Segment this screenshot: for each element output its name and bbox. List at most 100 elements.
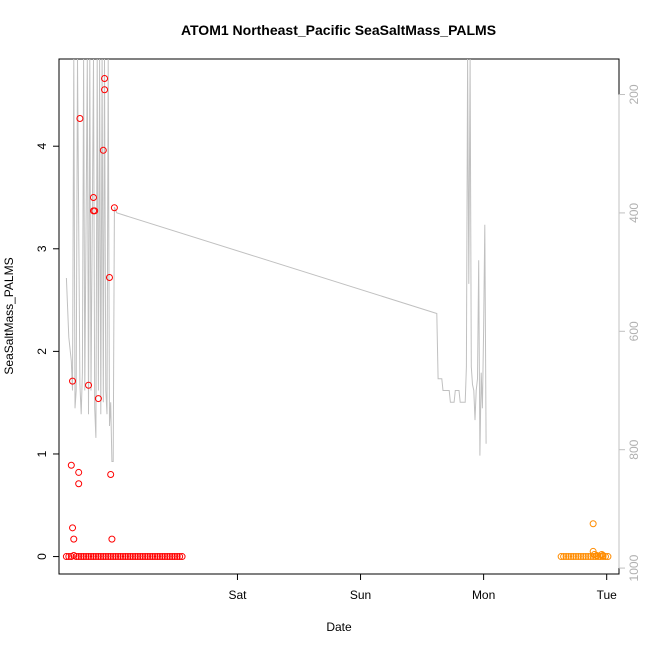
data-point xyxy=(75,553,83,561)
data-point xyxy=(92,553,100,561)
data-point xyxy=(158,553,166,561)
data-point xyxy=(101,74,109,82)
data-point xyxy=(104,553,112,561)
data-point xyxy=(584,553,592,561)
data-point xyxy=(557,553,565,561)
data-point xyxy=(166,553,174,561)
data-point xyxy=(109,553,117,561)
right-tick-label: 400 xyxy=(627,203,641,223)
data-point xyxy=(85,381,93,389)
data-point xyxy=(141,553,149,561)
data-point xyxy=(171,553,179,561)
x-tick-label: Sat xyxy=(228,588,247,602)
y-tick-label: 0 xyxy=(35,553,49,560)
data-point xyxy=(108,535,116,543)
data-point xyxy=(168,553,176,561)
data-point xyxy=(574,553,582,561)
data-point xyxy=(112,553,120,561)
data-point xyxy=(117,553,125,561)
data-point xyxy=(565,553,573,561)
data-point xyxy=(577,553,585,561)
data-point xyxy=(75,468,83,476)
data-point xyxy=(85,553,93,561)
data-point xyxy=(582,553,590,561)
points xyxy=(62,74,612,561)
data-point xyxy=(176,553,184,561)
data-point xyxy=(562,553,570,561)
data-point xyxy=(89,553,97,561)
data-point xyxy=(131,553,139,561)
x-tick-label: Sun xyxy=(350,588,371,602)
data-point xyxy=(579,553,587,561)
data-point xyxy=(65,553,73,561)
data-point xyxy=(102,553,110,561)
data-point xyxy=(136,553,144,561)
data-point xyxy=(589,520,597,528)
chart-title: ATOM1 Northeast_Pacific SeaSaltMass_PALM… xyxy=(181,22,496,38)
data-point xyxy=(94,395,102,403)
data-point xyxy=(129,553,137,561)
data-point xyxy=(114,553,122,561)
data-point xyxy=(124,553,132,561)
data-point xyxy=(89,193,97,201)
data-point xyxy=(70,535,78,543)
data-point xyxy=(560,553,568,561)
data-point xyxy=(604,553,612,561)
right-tick-label: 600 xyxy=(627,321,641,341)
data-point xyxy=(72,553,80,561)
data-point xyxy=(149,553,157,561)
data-point xyxy=(97,553,105,561)
data-point xyxy=(69,377,77,385)
data-point xyxy=(589,547,597,555)
data-point xyxy=(146,553,154,561)
right-tick-label: 200 xyxy=(627,84,641,104)
x-axis: Sat Sun Mon Tue xyxy=(228,573,617,602)
data-point xyxy=(82,553,90,561)
data-point xyxy=(94,553,102,561)
right-tick-label: 800 xyxy=(627,439,641,459)
data-point xyxy=(163,553,171,561)
data-point xyxy=(121,553,129,561)
right-tick-label: 1000 xyxy=(627,554,641,581)
data-point xyxy=(151,553,159,561)
data-point xyxy=(99,146,107,154)
data-point xyxy=(598,551,606,559)
data-point xyxy=(101,86,109,94)
right-axis: 200 400 600 800 1000 xyxy=(618,84,641,581)
data-point xyxy=(126,553,134,561)
plot-frame xyxy=(58,58,620,575)
y-tick-label: 4 xyxy=(35,143,49,150)
y-axis-label: SeaSaltMass_PALMS xyxy=(2,257,16,374)
y-tick-label: 3 xyxy=(35,245,49,252)
data-point xyxy=(99,553,107,561)
data-point xyxy=(178,553,186,561)
data-point xyxy=(156,553,164,561)
data-point xyxy=(572,553,580,561)
data-point xyxy=(75,480,83,488)
data-point xyxy=(105,274,113,282)
y-tick-label: 1 xyxy=(35,450,49,457)
y-axis: 0 1 2 3 4 xyxy=(35,143,60,560)
data-point xyxy=(153,553,161,561)
data-point xyxy=(107,470,115,478)
data-point xyxy=(173,553,181,561)
data-point xyxy=(62,553,70,561)
y-tick-label: 2 xyxy=(35,348,49,355)
data-point xyxy=(144,553,152,561)
data-point xyxy=(139,553,147,561)
data-point xyxy=(569,553,577,561)
data-point xyxy=(77,553,85,561)
data-point xyxy=(87,553,95,561)
data-point xyxy=(76,115,84,123)
data-point xyxy=(107,553,115,561)
data-point xyxy=(599,552,607,560)
data-point xyxy=(80,553,88,561)
data-point xyxy=(134,553,142,561)
data-point xyxy=(119,553,127,561)
data-point xyxy=(110,204,118,212)
data-point xyxy=(594,553,602,561)
data-point xyxy=(161,553,169,561)
x-tick-label: Mon xyxy=(472,588,495,602)
x-axis-label: Date xyxy=(326,620,352,634)
